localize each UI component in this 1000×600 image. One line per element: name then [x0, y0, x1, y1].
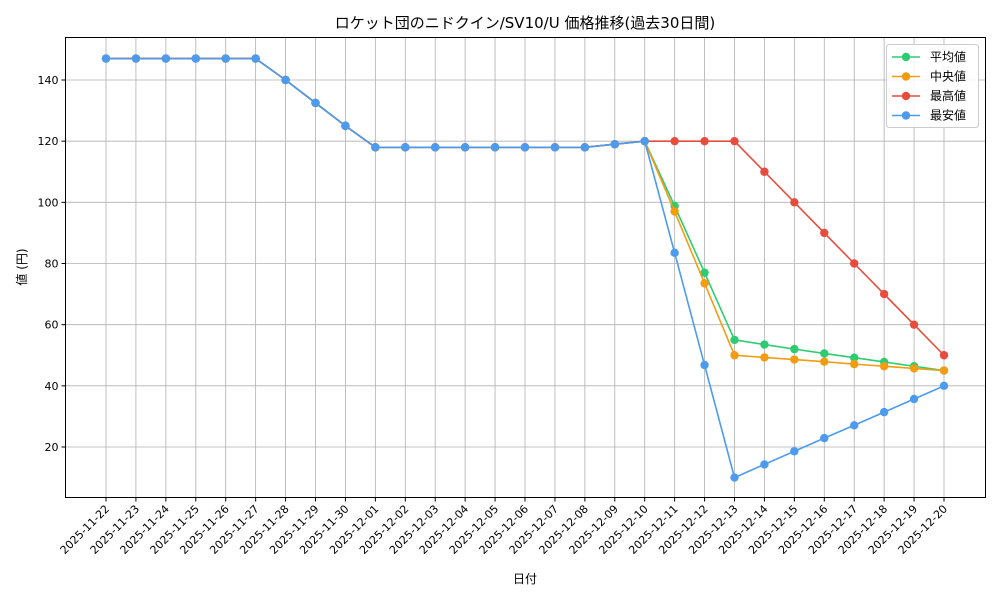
data-point	[700, 360, 709, 370]
data-point	[550, 143, 560, 152]
data-point	[490, 143, 500, 152]
data-point	[700, 268, 709, 277]
y-tick-label: 100	[38, 196, 59, 209]
data-point	[431, 143, 440, 152]
data-point	[131, 54, 141, 63]
data-point	[820, 433, 829, 443]
data-point	[820, 349, 829, 358]
x-axis-label: 日付	[513, 572, 537, 586]
data-point	[909, 320, 919, 329]
data-point	[909, 394, 919, 404]
grid-lines	[65, 37, 986, 498]
data-point	[580, 143, 590, 152]
y-tick-label: 40	[45, 380, 59, 393]
data-point	[520, 143, 530, 152]
data-point	[850, 353, 859, 362]
data-point	[700, 136, 709, 146]
data-point	[790, 344, 799, 354]
data-point	[251, 54, 260, 63]
data-point	[760, 340, 769, 349]
legend-label: 中央値	[930, 69, 966, 84]
data-point	[939, 366, 949, 375]
data-point	[670, 136, 679, 146]
data-point	[670, 248, 679, 257]
data-point	[730, 335, 739, 345]
data-point	[820, 228, 829, 238]
data-point	[760, 167, 769, 176]
chart-title: ロケット団のニドクイン/SV10/U 価格推移(過去30日間)	[335, 14, 716, 32]
data-point	[640, 136, 649, 146]
y-axis: 20 40 60 80 100 120 140	[38, 74, 66, 454]
data-point	[670, 207, 679, 216]
data-point	[401, 143, 410, 152]
y-tick-label: 120	[38, 135, 59, 148]
data-point	[850, 359, 859, 369]
y-tick-label: 140	[38, 74, 59, 87]
data-point	[760, 460, 769, 469]
y-tick-label: 60	[45, 319, 59, 332]
data-point	[101, 54, 111, 63]
y-axis-label: 値 (円)	[14, 248, 29, 285]
data-point	[281, 75, 290, 85]
legend-label: 最高値	[930, 88, 966, 103]
data-point	[311, 98, 320, 108]
data-point	[879, 362, 889, 371]
data-point	[790, 447, 799, 456]
data-point	[730, 473, 739, 482]
legend-label: 最安値	[930, 108, 966, 123]
data-point	[341, 121, 350, 131]
data-point	[879, 289, 889, 299]
data-point	[371, 143, 380, 152]
data-point	[191, 54, 200, 63]
data-point	[879, 407, 889, 417]
data-point	[909, 364, 919, 373]
data-point	[850, 259, 859, 268]
y-tick-label: 20	[45, 441, 59, 454]
y-tick-label: 80	[45, 258, 59, 271]
data-point	[939, 351, 949, 360]
data-point	[790, 355, 799, 364]
data-point	[760, 353, 769, 362]
data-point	[460, 143, 470, 152]
data-point	[730, 351, 739, 360]
data-point	[610, 140, 619, 149]
data-point	[939, 381, 949, 391]
data-point	[850, 421, 859, 430]
data-point	[221, 54, 230, 63]
data-point	[730, 136, 739, 146]
data-point	[820, 357, 829, 366]
data-point	[700, 279, 709, 288]
series-lines	[101, 54, 949, 482]
legend-label: 平均値	[930, 49, 966, 64]
data-point	[790, 198, 799, 207]
data-point	[161, 54, 171, 63]
